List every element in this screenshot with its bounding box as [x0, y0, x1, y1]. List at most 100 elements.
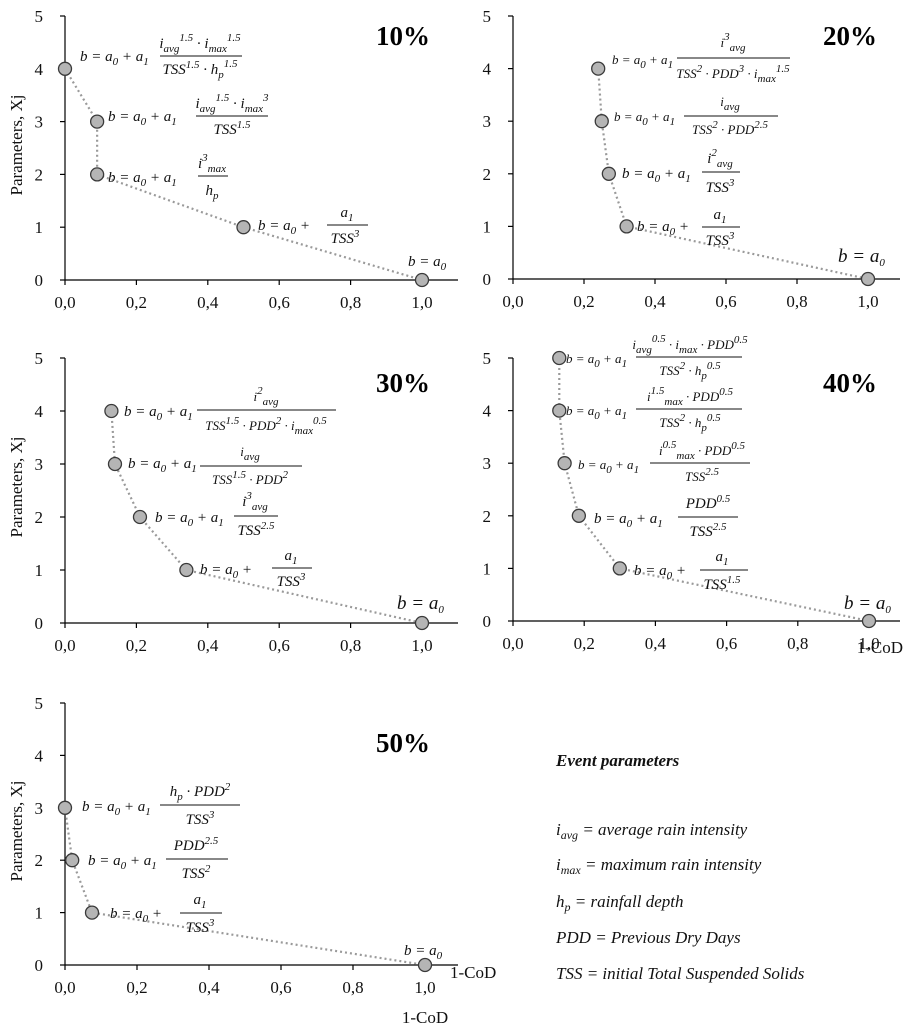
svg-text:TSS2 · PDD3 · imax1.5: TSS2 · PDD3 · imax1.5 [676, 63, 790, 85]
y-tick-label: 5 [35, 7, 44, 26]
svg-text:a1: a1 [285, 548, 298, 567]
x-axis-label: 1-CoD [402, 1008, 448, 1027]
data-point [558, 457, 571, 470]
svg-text:i2avg: i2avg [707, 147, 733, 170]
svg-text:iavg1.5 · imax3: iavg1.5 · imax3 [195, 92, 269, 115]
data-point [862, 273, 875, 286]
y-axis-label: Parameters, Xj [7, 94, 26, 195]
data-point [91, 168, 104, 181]
equation-label: b = a0 + [634, 563, 686, 582]
y-tick-label: 3 [35, 455, 44, 474]
data-point [553, 404, 566, 417]
x-tick-label: 1,0 [411, 293, 432, 312]
svg-text:TSS2.5: TSS2.5 [685, 466, 719, 484]
equation-label: b = a0 [844, 593, 891, 616]
fraction: i2avg TSS1.5 · PDD2 · imax0.5 [197, 385, 336, 437]
data-point [416, 274, 429, 287]
y-axis-label: Parameters, Xj [7, 780, 26, 881]
y-tick-label: 5 [483, 349, 492, 368]
y-tick-label: 2 [35, 851, 44, 870]
equation-label: b = a0 [838, 246, 885, 269]
legend-item: imax = maximum rain intensity [556, 855, 762, 877]
data-point [180, 564, 193, 577]
equation-label: b = a0 [408, 254, 447, 273]
x-tick-label: 0,0 [54, 636, 75, 655]
panel-title: 30% [376, 368, 430, 398]
x-tick-label: 0,8 [340, 293, 361, 312]
svg-text:iavg: iavg [720, 94, 740, 113]
svg-text:iavg: iavg [240, 444, 260, 463]
svg-text:TSS1.5: TSS1.5 [213, 119, 251, 138]
fraction: a1 TSS3 [180, 892, 222, 936]
svg-text:TSS1.5 · hp1.5: TSS1.5 · hp1.5 [162, 58, 238, 81]
panel-title: 10% [376, 21, 430, 51]
y-tick-label: 0 [35, 271, 44, 290]
svg-text:TSS2.5: TSS2.5 [689, 521, 727, 540]
y-tick-label: 4 [35, 402, 44, 421]
x-tick-label: 0,6 [716, 634, 737, 653]
equation-labels: b = a0 + a1 i2avg TSS1.5 · PDD2 · imax0.… [124, 385, 444, 616]
x-tick-label: 0,6 [270, 978, 291, 997]
equation-label: b = a0 + a1 [108, 109, 177, 128]
y-tick-label: 3 [35, 113, 44, 132]
equation-label: b = a0 + [258, 218, 310, 237]
y-tick-label: 3 [35, 799, 44, 818]
fraction: iavg1.5 · imax3 TSS1.5 [195, 92, 269, 138]
x-tick-label: 0,8 [340, 636, 361, 655]
fraction: i2avg TSS3 [702, 147, 740, 196]
fraction: i1.5max · PDD0.5 TSS2 · hp0.5 [636, 385, 742, 434]
svg-text:TSS3: TSS3 [186, 809, 215, 828]
fraction: a1 TSS1.5 [700, 549, 748, 593]
x-tick-label: 0,4 [644, 292, 666, 311]
fraction: PDD0.5 TSS2.5 [678, 493, 738, 540]
equation-label: b = a0 + [200, 562, 252, 581]
y-tick-label: 5 [35, 349, 44, 368]
x-tick-label: 0,0 [54, 293, 75, 312]
y-tick-label: 3 [483, 112, 492, 131]
svg-text:i1.5max · PDD0.5: i1.5max · PDD0.5 [647, 385, 733, 408]
x-tick-label: 0,8 [787, 634, 808, 653]
equation-label: b = a0 + a1 [128, 456, 197, 475]
fraction: i0.5max · PDD0.5 TSS2.5 [650, 439, 750, 484]
y-tick-label: 0 [483, 612, 492, 631]
equation-labels: b = a0 + a1 i3avg TSS2 · PDD3 · imax1.5 … [612, 31, 885, 269]
y-tick-label: 5 [35, 694, 44, 713]
equation-label: b = a0 + a1 [578, 457, 639, 476]
svg-text:TSS3: TSS3 [706, 177, 735, 196]
x-tick-label: 0,4 [197, 293, 219, 312]
data-point [419, 959, 432, 972]
fraction: iavg TSS1.5 · PDD2 [200, 444, 302, 487]
data-point [620, 220, 633, 233]
y-tick-label: 1 [35, 561, 44, 580]
panel-title: 40% [823, 368, 877, 398]
svg-text:hp · PDD2: hp · PDD2 [170, 781, 231, 803]
svg-text:TSS2 · hp0.5: TSS2 · hp0.5 [659, 412, 721, 434]
x-tick-label: 1,0 [411, 636, 432, 655]
equation-label: b = a0 + a1 [155, 510, 224, 529]
panel-title: 50% [376, 728, 430, 758]
data-point [592, 62, 605, 75]
equation-label: b = a0 + a1 [612, 52, 673, 71]
data-point [59, 801, 72, 814]
svg-text:TSS1.5 · PDD2: TSS1.5 · PDD2 [212, 469, 288, 487]
svg-text:i3avg: i3avg [242, 490, 268, 513]
fraction: a1 TSS3 [272, 548, 312, 590]
data-point [91, 115, 104, 128]
svg-text:TSS3: TSS3 [277, 571, 306, 590]
x-tick-label: 0,4 [197, 636, 219, 655]
data-point [59, 62, 72, 75]
equation-label: b = a0 + a1 [614, 109, 675, 128]
y-tick-label: 1 [35, 218, 44, 237]
svg-text:iavg1.5 · imax1.5: iavg1.5 · imax1.5 [159, 32, 241, 55]
x-tick-label: 0,2 [126, 293, 147, 312]
equation-label: b = a0 + a1 [566, 403, 627, 422]
y-tick-label: 2 [35, 165, 44, 184]
svg-text:a1: a1 [714, 207, 727, 226]
y-tick-label: 4 [483, 402, 492, 421]
svg-text:TSS3: TSS3 [706, 230, 735, 249]
y-tick-label: 1 [35, 904, 44, 923]
series-line [65, 808, 425, 965]
